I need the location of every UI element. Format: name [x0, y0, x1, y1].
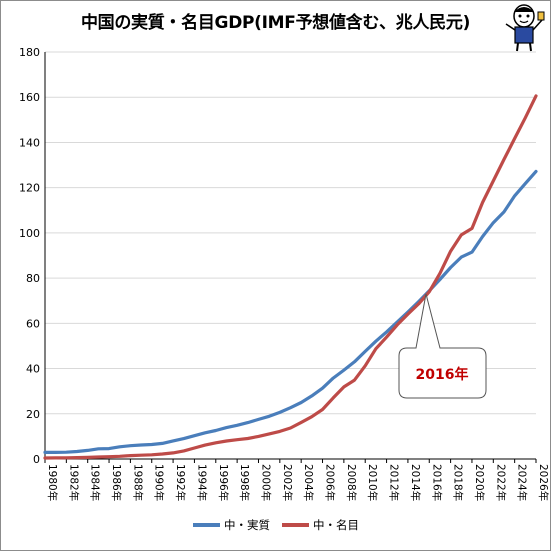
x-tick-label: 1988年	[131, 464, 144, 501]
x-tick-label: 2010年	[366, 464, 379, 501]
x-tick-label: 2020年	[473, 464, 486, 501]
x-tick-label: 2006年	[324, 464, 337, 501]
y-tick-label: 60	[26, 317, 40, 330]
legend-label-nominal: 中・名目	[313, 518, 359, 532]
y-tick-label: 100	[19, 227, 40, 240]
y-tick-label: 180	[19, 46, 40, 59]
x-tick-label: 1998年	[238, 464, 251, 501]
x-tick-label: 1994年	[195, 464, 208, 501]
x-tick-label: 2018年	[452, 464, 465, 501]
x-tick-label: 1980年	[46, 464, 59, 501]
y-tick-label: 120	[19, 182, 40, 195]
series-line-real	[43, 169, 538, 454]
y-tick-label: 20	[26, 408, 40, 421]
annotation-callout-box	[398, 293, 487, 399]
gridlines	[45, 51, 536, 415]
series-lines	[43, 94, 538, 460]
y-tick-label: 0	[33, 453, 40, 466]
legend: 中・実質 中・名目	[193, 518, 359, 532]
chart-title: 中国の実質・名目GDP(IMF予想値含む、兆人民元)	[80, 13, 471, 33]
annotation-label: 2016年	[416, 366, 469, 383]
x-tick-labels: 1980年 1982年 1984年 1986年 1988年 1990年 1992年 1994年…	[46, 464, 550, 501]
annotation: 2016年	[398, 293, 487, 399]
y-tick-labels: 0 20 40 60 80 100 120 140 160 180	[19, 46, 40, 466]
x-tick-label: 1982年	[67, 464, 80, 501]
x-tick-label: 2024年	[516, 464, 529, 501]
x-tick-label: 1990年	[153, 464, 166, 501]
x-tick-label: 1992年	[174, 464, 187, 501]
x-tick-label: 2016年	[430, 464, 443, 501]
x-tick-label: 2002年	[281, 464, 294, 501]
x-tick-label: 2008年	[345, 464, 358, 501]
x-tick-label: 2022年	[494, 464, 507, 501]
y-tick-label: 160	[19, 91, 40, 104]
y-tick-label: 140	[19, 136, 40, 149]
axes	[44, 52, 537, 463]
x-tick-label: 1984年	[89, 464, 102, 501]
x-tick-label: 2004年	[302, 464, 315, 501]
series-line-nominal	[43, 94, 538, 460]
mascot-icon	[505, 4, 545, 52]
x-tick-label: 2026年	[537, 464, 550, 501]
legend-label-real: 中・実質	[224, 518, 270, 532]
x-tick-label: 2014年	[409, 464, 422, 501]
y-tick-label: 80	[26, 272, 40, 285]
x-tick-label: 2000年	[259, 464, 272, 501]
y-tick-label: 40	[26, 363, 40, 376]
x-tick-label: 1986年	[110, 464, 123, 501]
x-tick-label: 1996年	[217, 464, 230, 501]
x-tick-label: 2012年	[388, 464, 401, 501]
